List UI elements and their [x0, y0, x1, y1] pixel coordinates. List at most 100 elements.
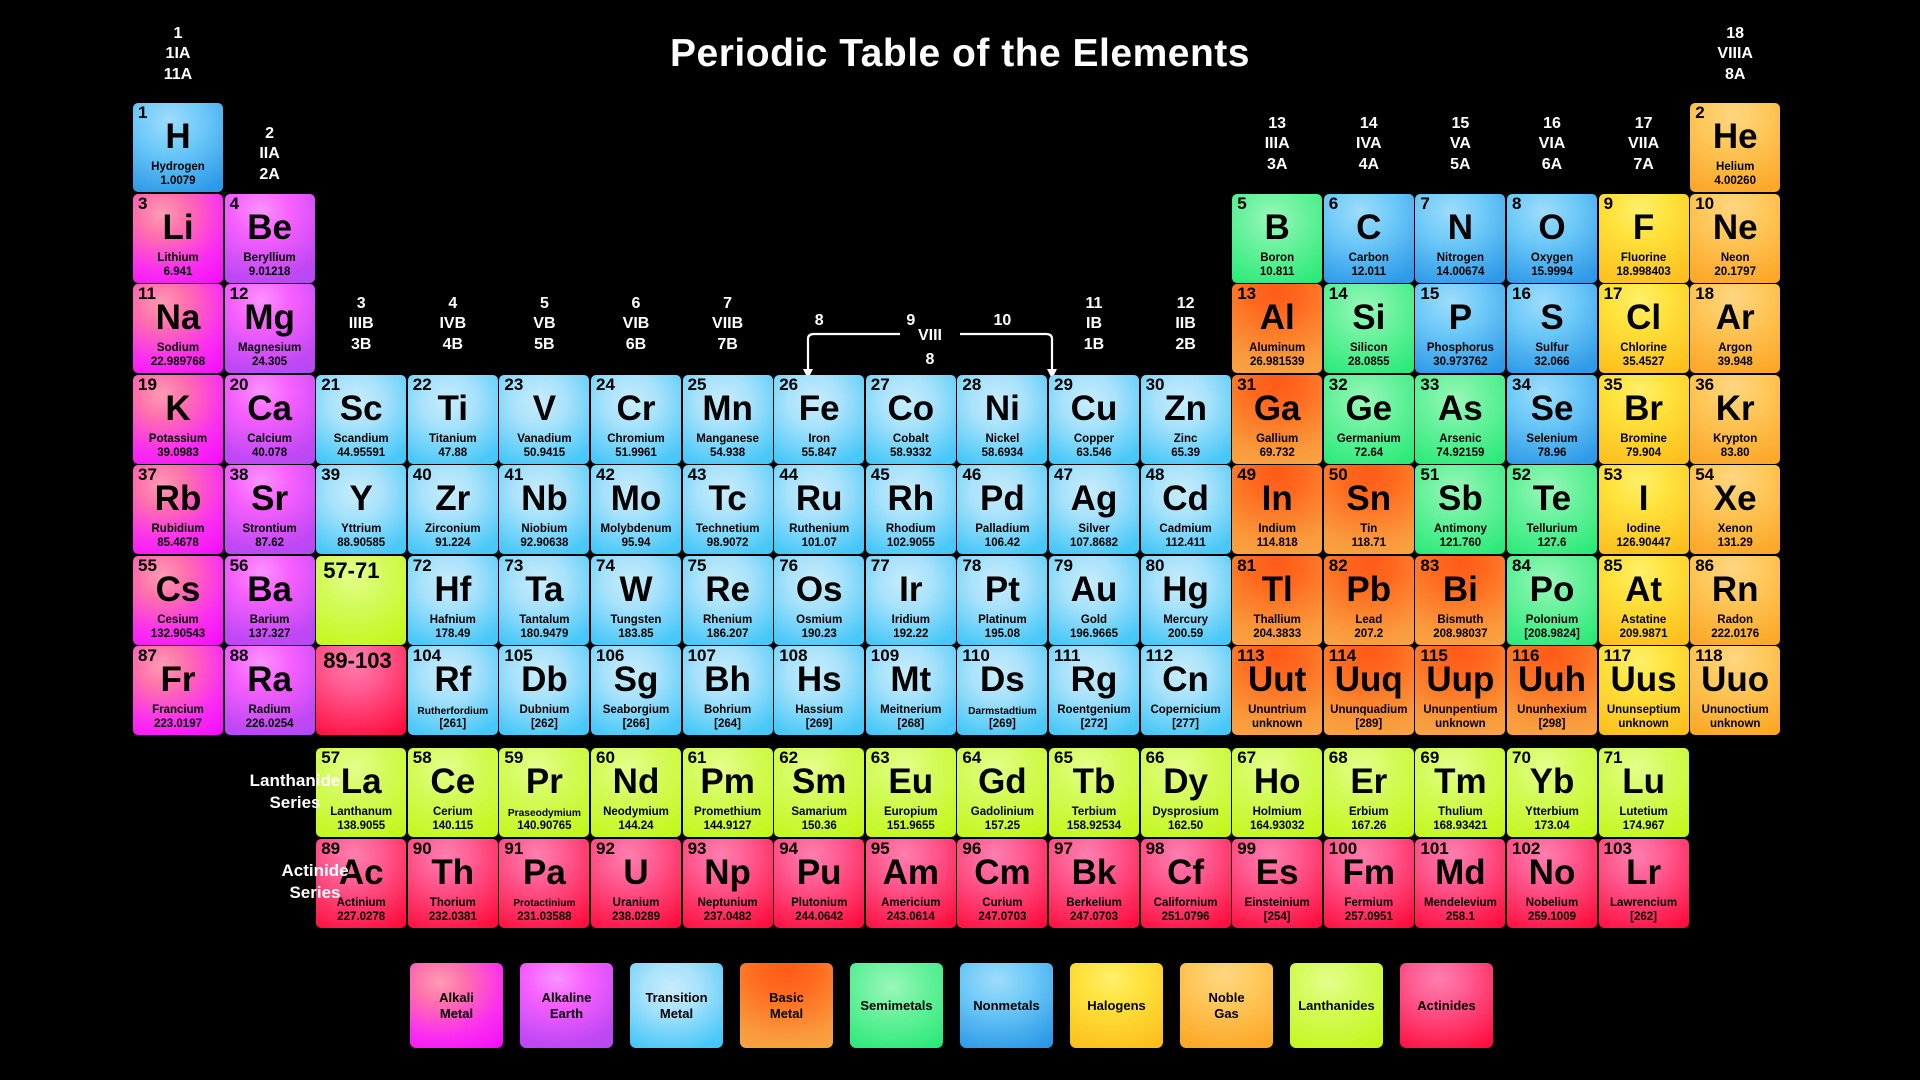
element-cell-Ge[interactable]: 32 Ge Germanium 72.64 [1323, 374, 1414, 464]
element-cell-Na[interactable]: 11 Na Sodium 22.989768 [133, 284, 223, 373]
element-cell-Tb[interactable]: 65 Tb Terbium 158.92534 [1049, 748, 1139, 837]
element-cell-Db[interactable]: 105 Db Dubnium [262] [499, 646, 590, 735]
element-cell-Er[interactable]: 68 Er Erbium 167.26 [1323, 748, 1414, 837]
element-cell-Hs[interactable]: 108 Hs Hassium [269] [774, 646, 865, 735]
element-cell-Uup[interactable]: 115 Uup Ununpentium unknown [1415, 646, 1506, 735]
element-cell-Ti[interactable]: 22 Ti Titanium 47.88 [407, 374, 498, 464]
element-cell-Np[interactable]: 93 Np Neptunium 237.0482 [682, 838, 773, 928]
legend-item-nonmetal[interactable]: Nonmetals [960, 963, 1053, 1048]
element-cell-La[interactable]: 57 La Lanthanum 138.9055 [316, 748, 407, 837]
element-cell-Pt[interactable]: 78 Pt Platinum 195.08 [957, 555, 1048, 645]
element-cell-Br[interactable]: 35 Br Bromine 79.904 [1598, 374, 1689, 464]
element-cell-Sr[interactable]: 38 Sr Strontium 87.62 [224, 465, 315, 554]
element-cell-Ag[interactable]: 47 Ag Silver 107.8682 [1049, 465, 1139, 554]
element-cell-Sb[interactable]: 51 Sb Antimony 121.760 [1415, 465, 1506, 554]
element-cell-Xe[interactable]: 54 Xe Xenon 131.29 [1690, 465, 1781, 554]
element-cell-Nb[interactable]: 41 Nb Niobium 92.90638 [499, 465, 590, 554]
element-cell-Pa[interactable]: 91 Pa Protactinium 231.03588 [499, 838, 590, 928]
element-cell-P[interactable]: 15 P Phosphorus 30.973762 [1415, 284, 1506, 373]
legend-item-alkaline[interactable]: Alkaline Earth [520, 963, 613, 1048]
element-cell-Mt[interactable]: 109 Mt Meitnerium [268] [865, 646, 956, 735]
element-cell-Cd[interactable]: 48 Cd Cadmium 112.411 [1140, 465, 1231, 554]
element-cell-Dy[interactable]: 66 Dy Dysprosium 162.50 [1140, 748, 1231, 837]
element-cell-Pu[interactable]: 94 Pu Plutonium 244.0642 [774, 838, 865, 928]
element-cell-K[interactable]: 19 K Potassium 39.0983 [133, 374, 223, 464]
element-cell-Rn[interactable]: 86 Rn Radon 222.0176 [1690, 555, 1781, 645]
element-cell-F[interactable]: 9 F Fluorine 18.998403 [1598, 193, 1689, 283]
element-cell-Te[interactable]: 52 Te Tellurium 127.6 [1507, 465, 1597, 554]
element-cell-Se[interactable]: 34 Se Selenium 78.96 [1507, 374, 1597, 464]
element-cell-Sm[interactable]: 62 Sm Samarium 150.36 [774, 748, 865, 837]
element-cell-Tl[interactable]: 81 Tl Thallium 204.3833 [1232, 555, 1323, 645]
element-cell-Sg[interactable]: 106 Sg Seaborgium [266] [591, 646, 681, 735]
element-cell-Nd[interactable]: 60 Nd Neodymium 144.24 [591, 748, 681, 837]
element-cell-Ba[interactable]: 56 Ba Barium 137.327 [224, 555, 315, 645]
element-cell-Pm[interactable]: 61 Pm Promethium 144.9127 [682, 748, 773, 837]
element-cell-Cr[interactable]: 24 Cr Chromium 51.9961 [591, 374, 681, 464]
element-cell-Rg[interactable]: 111 Rg Roentgenium [272] [1049, 646, 1139, 735]
element-cell-Mo[interactable]: 42 Mo Molybdenum 95.94 [591, 465, 681, 554]
element-cell-Ho[interactable]: 67 Ho Holmium 164.93032 [1232, 748, 1323, 837]
legend-item-lanthanide[interactable]: Lanthanides [1290, 963, 1383, 1048]
element-cell-Pb[interactable]: 82 Pb Lead 207.2 [1323, 555, 1414, 645]
element-cell-Uuq[interactable]: 114 Uuq Ununquadium [289] [1323, 646, 1414, 735]
element-cell-Rf[interactable]: 104 Rf Rutherfordium [261] [407, 646, 498, 735]
element-cell-Uus[interactable]: 117 Uus Ununseptium unknown [1598, 646, 1689, 735]
legend-item-halogen[interactable]: Halogens [1070, 963, 1163, 1048]
element-cell-Co[interactable]: 27 Co Cobalt 58.9332 [865, 374, 956, 464]
element-cell-Li[interactable]: 3 Li Lithium 6.941 [133, 193, 223, 283]
element-cell-Ir[interactable]: 77 Ir Iridium 192.22 [865, 555, 956, 645]
element-cell-Hg[interactable]: 80 Hg Mercury 200.59 [1140, 555, 1231, 645]
element-cell-Pd[interactable]: 46 Pd Palladium 106.42 [957, 465, 1048, 554]
element-cell-Fr[interactable]: 87 Fr Francium 223.0197 [133, 646, 223, 735]
element-cell-Ni[interactable]: 28 Ni Nickel 58.6934 [957, 374, 1048, 464]
element-cell-Ar[interactable]: 18 Ar Argon 39.948 [1690, 284, 1781, 373]
element-cell-U[interactable]: 92 U Uranium 238.0289 [591, 838, 681, 928]
legend-item-actinide[interactable]: Actinides [1400, 963, 1493, 1048]
element-cell-Ta[interactable]: 73 Ta Tantalum 180.9479 [499, 555, 590, 645]
element-cell-Cn[interactable]: 112 Cn Copernicium [277] [1140, 646, 1231, 735]
element-cell-Eu[interactable]: 63 Eu Europium 151.9655 [865, 748, 956, 837]
series-placeholder-89-103[interactable]: 89-103 [316, 646, 407, 735]
element-cell-Fe[interactable]: 26 Fe Iron 55.847 [774, 374, 865, 464]
element-cell-Bh[interactable]: 107 Bh Bohrium [264] [682, 646, 773, 735]
element-cell-Ds[interactable]: 110 Ds Darmstadtium [269] [957, 646, 1048, 735]
element-cell-Uut[interactable]: 113 Uut Ununtrium unknown [1232, 646, 1323, 735]
element-cell-S[interactable]: 16 S Sulfur 32.066 [1507, 284, 1597, 373]
element-cell-No[interactable]: 102 No Nobelium 259.1009 [1507, 838, 1597, 928]
element-cell-B[interactable]: 5 B Boron 10.811 [1232, 193, 1323, 283]
element-cell-N[interactable]: 7 N Nitrogen 14.00674 [1415, 193, 1506, 283]
element-cell-Zr[interactable]: 40 Zr Zirconium 91.224 [407, 465, 498, 554]
element-cell-Ce[interactable]: 58 Ce Cerium 140.115 [407, 748, 498, 837]
element-cell-Bi[interactable]: 83 Bi Bismuth 208.98037 [1415, 555, 1506, 645]
element-cell-Uuh[interactable]: 116 Uuh Ununhexium [298] [1507, 646, 1597, 735]
element-cell-Ru[interactable]: 44 Ru Ruthenium 101.07 [774, 465, 865, 554]
element-cell-V[interactable]: 23 V Vanadium 50.9415 [499, 374, 590, 464]
element-cell-Hf[interactable]: 72 Hf Hafnium 178.49 [407, 555, 498, 645]
element-cell-Am[interactable]: 95 Am Americium 243.0614 [865, 838, 956, 928]
element-cell-Be[interactable]: 4 Be Beryllium 9.01218 [224, 193, 315, 283]
element-cell-Pr[interactable]: 59 Pr Praseodymium 140.90765 [499, 748, 590, 837]
element-cell-Sc[interactable]: 21 Sc Scandium 44.95591 [316, 374, 407, 464]
element-cell-Zn[interactable]: 30 Zn Zinc 65.39 [1140, 374, 1231, 464]
legend-item-transition[interactable]: Transition Metal [630, 963, 723, 1048]
element-cell-I[interactable]: 53 I Iodine 126.90447 [1598, 465, 1689, 554]
element-cell-Cf[interactable]: 98 Cf Californium 251.0796 [1140, 838, 1231, 928]
element-cell-Yb[interactable]: 70 Yb Ytterbium 173.04 [1507, 748, 1597, 837]
element-cell-Ca[interactable]: 20 Ca Calcium 40.078 [224, 374, 315, 464]
element-cell-Po[interactable]: 84 Po Polonium [208.9824] [1507, 555, 1597, 645]
legend-item-alkali[interactable]: Alkali Metal [410, 963, 503, 1048]
element-cell-W[interactable]: 74 W Tungsten 183.85 [591, 555, 681, 645]
element-cell-He[interactable]: 2 He Helium 4.00260 [1690, 103, 1781, 192]
element-cell-Si[interactable]: 14 Si Silicon 28.0855 [1323, 284, 1414, 373]
element-cell-Lr[interactable]: 103 Lr Lawrencium [262] [1598, 838, 1689, 928]
element-cell-Tm[interactable]: 69 Tm Thulium 168.93421 [1415, 748, 1506, 837]
element-cell-Cs[interactable]: 55 Cs Cesium 132.90543 [133, 555, 223, 645]
element-cell-C[interactable]: 6 C Carbon 12.011 [1323, 193, 1414, 283]
element-cell-Ra[interactable]: 88 Ra Radium 226.0254 [224, 646, 315, 735]
element-cell-Es[interactable]: 99 Es Einsteinium [254] [1232, 838, 1323, 928]
legend-item-basic[interactable]: Basic Metal [740, 963, 833, 1048]
element-cell-In[interactable]: 49 In Indium 114.818 [1232, 465, 1323, 554]
element-cell-O[interactable]: 8 O Oxygen 15.9994 [1507, 193, 1597, 283]
element-cell-Sn[interactable]: 50 Sn Tin 118.71 [1323, 465, 1414, 554]
